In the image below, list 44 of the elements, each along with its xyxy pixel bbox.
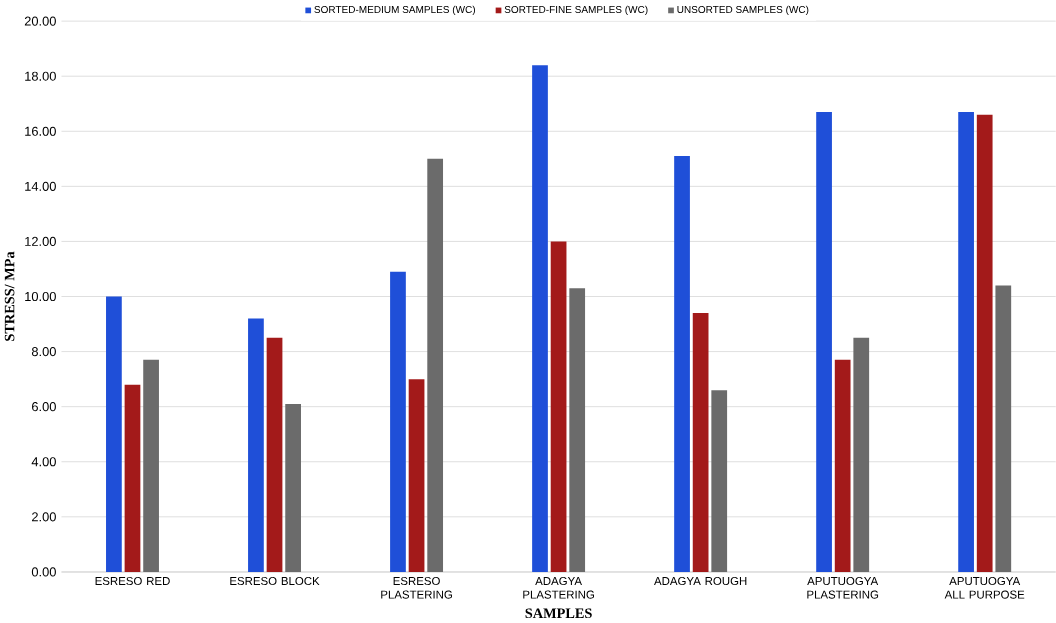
legend-label: SORTED-FINE SAMPLES (WC) (504, 5, 648, 16)
bar (958, 112, 974, 572)
bar (711, 390, 728, 572)
bar (995, 285, 1012, 572)
y-tick-label: 0.00 (31, 567, 56, 577)
y-tick-label: 18.00 (25, 71, 56, 81)
x-tick-label: ADAGYA ROUGH (654, 577, 747, 586)
bar (692, 313, 709, 572)
y-tick-label: 12.00 (25, 236, 56, 247)
legend-label: SORTED-MEDIUM SAMPLES (WC) (314, 5, 476, 16)
y-tick-label: 8.00 (31, 347, 56, 357)
x-tick-label: ESRESO BLOCK (230, 577, 320, 586)
bar (106, 296, 122, 572)
bar (816, 112, 832, 572)
bar (834, 359, 851, 572)
y-axis-title: STRESS/ MPa (4, 251, 15, 341)
x-tick-label: ADAGYA PLASTERING (523, 577, 594, 599)
bar (390, 271, 406, 572)
legend-label: UNSORTED SAMPLES (WC) (677, 5, 809, 16)
x-tick-label: ESRESO RED (95, 577, 170, 586)
bar (408, 379, 425, 572)
bar (285, 403, 301, 572)
bar (853, 337, 870, 572)
bar (248, 318, 264, 572)
bar (143, 359, 159, 572)
bar (124, 384, 141, 572)
y-tick-label: 6.00 (32, 402, 56, 412)
bar (674, 156, 690, 572)
y-tick-label: 4.00 (31, 457, 56, 467)
y-tick-label: 16.00 (25, 126, 56, 136)
bar (569, 288, 586, 572)
x-tick-label: APUTUOGYA ALL PURPOSE (944, 577, 1025, 599)
bar (550, 241, 567, 572)
bar (266, 337, 283, 572)
y-tick-label: 10.00 (25, 292, 56, 302)
bar (976, 114, 993, 572)
y-tick-label: 20.00 (24, 16, 56, 26)
bar (427, 158, 444, 572)
y-tick-label: 2.00 (32, 512, 56, 522)
x-tick-label: ESRESO PLASTERING (381, 577, 452, 599)
y-tick-label: 14.00 (25, 181, 56, 191)
bar (532, 65, 548, 572)
x-axis-title: SAMPLES (525, 608, 592, 619)
x-tick-label: APUTUOGYA PLASTERING (807, 577, 879, 599)
